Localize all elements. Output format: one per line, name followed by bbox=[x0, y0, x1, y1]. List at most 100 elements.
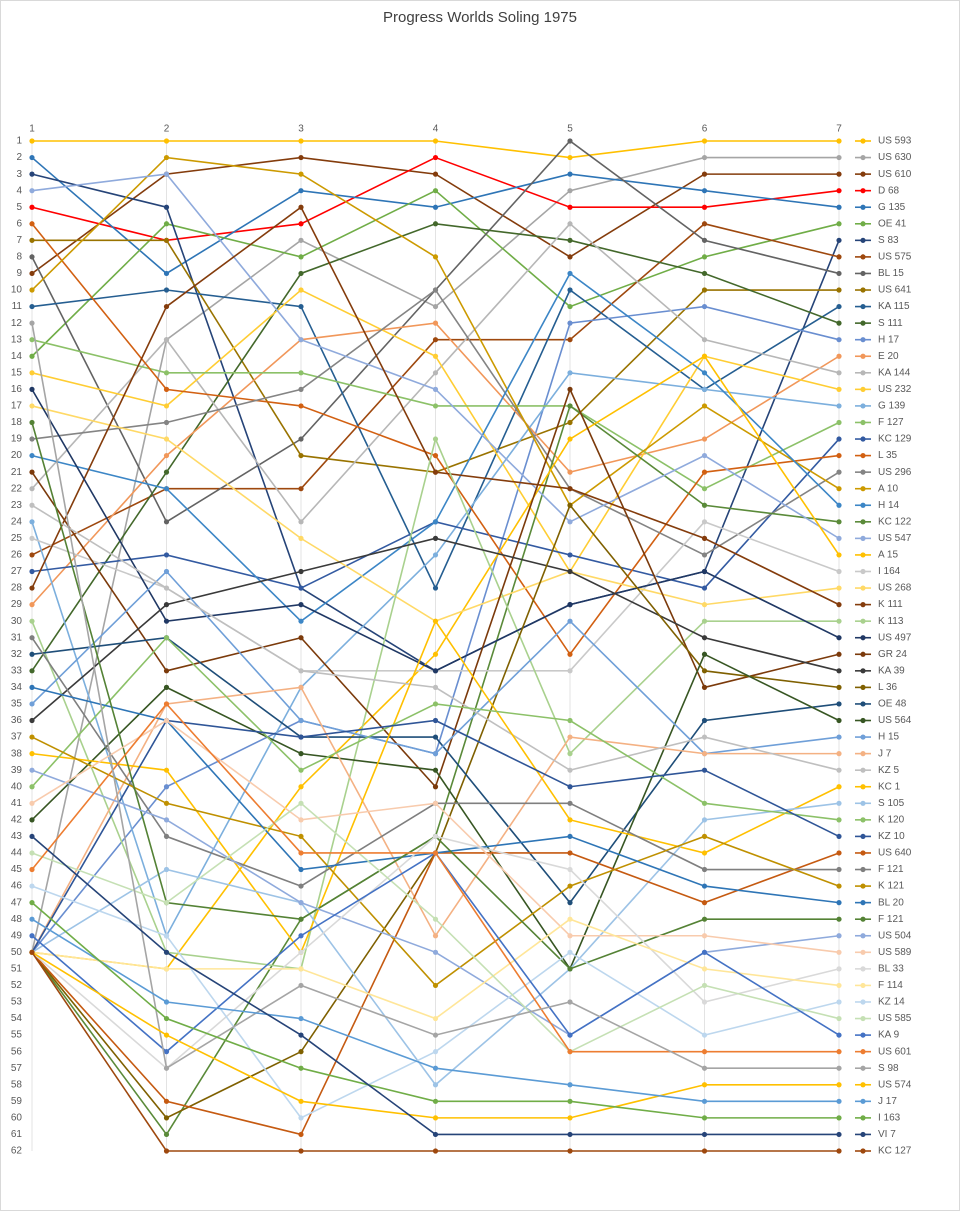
series-point bbox=[701, 668, 708, 674]
y-tick-label: 21 bbox=[11, 467, 23, 478]
series-point bbox=[701, 436, 708, 442]
series-point bbox=[29, 585, 35, 591]
legend-marker bbox=[860, 999, 866, 1005]
series-point bbox=[567, 552, 573, 558]
series-point bbox=[701, 949, 708, 955]
legend-label: G 139 bbox=[878, 401, 906, 412]
series-point bbox=[567, 303, 573, 310]
series-point bbox=[701, 535, 708, 541]
series-point bbox=[567, 1131, 573, 1138]
series-point bbox=[29, 287, 35, 293]
series-point bbox=[432, 585, 439, 591]
y-tick-label: 20 bbox=[11, 450, 23, 461]
series-point bbox=[836, 900, 842, 906]
series-point bbox=[432, 320, 439, 326]
series-point bbox=[567, 138, 573, 144]
series bbox=[29, 270, 842, 624]
series-point bbox=[298, 138, 304, 144]
series-point bbox=[701, 171, 708, 177]
series-point bbox=[298, 386, 304, 392]
legend-label: F 127 bbox=[878, 417, 904, 428]
legend-label: S 105 bbox=[878, 798, 905, 809]
y-tick-label: 51 bbox=[11, 964, 23, 975]
y-tick-label: 41 bbox=[11, 798, 23, 809]
legend-label: BL 15 bbox=[878, 268, 904, 279]
series-point bbox=[29, 916, 35, 922]
series-point bbox=[836, 684, 842, 690]
series-point bbox=[163, 1015, 170, 1022]
y-tick-label: 25 bbox=[11, 533, 23, 544]
legend-marker bbox=[860, 1065, 866, 1071]
series bbox=[29, 188, 842, 359]
series-point bbox=[163, 287, 170, 293]
series-point bbox=[29, 651, 35, 657]
series bbox=[29, 701, 842, 1055]
legend-marker bbox=[860, 866, 866, 873]
series-point bbox=[567, 767, 573, 773]
y-tick-label: 15 bbox=[11, 367, 23, 378]
series-point bbox=[567, 966, 573, 972]
y-tick-label: 1 bbox=[16, 136, 22, 147]
series bbox=[29, 833, 842, 1138]
y-tick-label: 6 bbox=[16, 218, 22, 229]
series-point bbox=[836, 320, 842, 326]
series-point bbox=[836, 403, 842, 409]
series-point bbox=[701, 916, 708, 922]
legend-label: S 111 bbox=[878, 318, 903, 329]
legend-marker bbox=[860, 171, 866, 177]
series-point bbox=[298, 900, 304, 906]
series-point bbox=[432, 933, 439, 939]
series-point bbox=[836, 486, 842, 492]
series-point bbox=[836, 353, 842, 359]
legend-label: OE 41 bbox=[878, 218, 907, 229]
series-point bbox=[298, 618, 304, 624]
series-point bbox=[567, 883, 573, 889]
series bbox=[29, 734, 842, 989]
series bbox=[29, 221, 842, 674]
legend-marker bbox=[860, 751, 866, 757]
series-point bbox=[567, 287, 573, 293]
series-point bbox=[567, 519, 573, 525]
y-tick-label: 3 bbox=[16, 169, 22, 180]
legend-label: S 98 bbox=[878, 1063, 899, 1074]
series-point bbox=[29, 784, 35, 790]
legend-marker bbox=[860, 1148, 866, 1154]
y-tick-label: 43 bbox=[11, 831, 23, 842]
series-point bbox=[836, 303, 842, 310]
series-point bbox=[432, 1082, 439, 1088]
legend-marker bbox=[860, 237, 866, 243]
series-point bbox=[701, 337, 708, 343]
series-point bbox=[567, 999, 573, 1005]
y-tick-label: 45 bbox=[11, 864, 23, 875]
series-point bbox=[567, 651, 573, 657]
y-tick-label: 26 bbox=[11, 550, 23, 561]
series-point bbox=[836, 337, 842, 343]
series-point bbox=[567, 900, 573, 906]
series-point bbox=[163, 221, 170, 227]
series bbox=[29, 221, 842, 657]
series-point bbox=[836, 767, 842, 773]
series bbox=[29, 883, 842, 1121]
series-point bbox=[567, 817, 573, 823]
series-point bbox=[836, 1082, 842, 1088]
legend-label: KZ 5 bbox=[878, 765, 900, 776]
legend-marker bbox=[860, 552, 866, 558]
series-point bbox=[701, 237, 708, 243]
series-point bbox=[298, 585, 304, 591]
legend-marker bbox=[860, 419, 866, 426]
series-point bbox=[29, 635, 35, 641]
y-tick-label: 2 bbox=[16, 152, 22, 163]
series-point bbox=[432, 684, 439, 690]
legend-marker bbox=[860, 784, 866, 790]
series-point bbox=[836, 552, 842, 558]
y-tick-label: 49 bbox=[11, 930, 23, 941]
legend-label: I 163 bbox=[878, 1113, 901, 1124]
legend-marker bbox=[860, 850, 866, 856]
series-point bbox=[163, 800, 170, 806]
series-point bbox=[567, 618, 573, 624]
y-tick-label: 7 bbox=[16, 235, 22, 246]
y-tick-label: 19 bbox=[11, 434, 23, 445]
series-point bbox=[701, 353, 708, 359]
legend-marker bbox=[860, 635, 866, 641]
